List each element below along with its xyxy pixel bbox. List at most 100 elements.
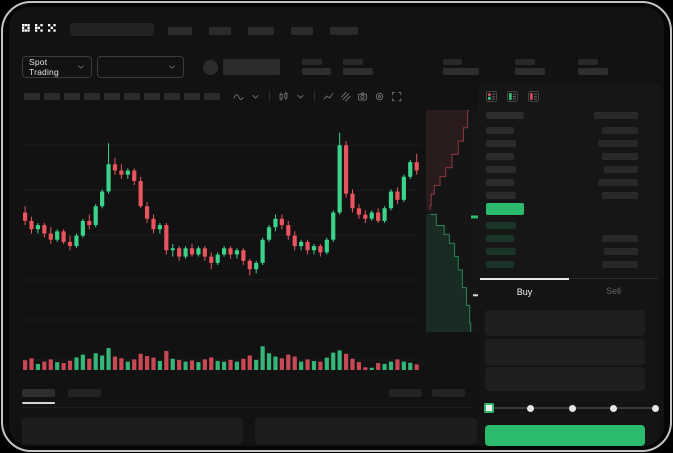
settings-icon[interactable] [374, 91, 385, 102]
interval-button-skeleton[interactable] [64, 92, 80, 100]
camera-icon[interactable] [357, 91, 368, 102]
amount-skeleton [604, 166, 638, 173]
nav-item-skeleton[interactable] [168, 27, 192, 35]
ask-row[interactable] [9, 127, 664, 135]
ask-row[interactable] [9, 140, 664, 148]
amount-skeleton [602, 153, 638, 160]
indicators-icon[interactable] [340, 91, 351, 102]
bid-row[interactable] [9, 235, 664, 243]
price-skeleton [486, 222, 516, 229]
slider-stop[interactable] [651, 404, 659, 412]
nav-item-skeleton[interactable] [248, 27, 274, 35]
wave-style-icon[interactable] [233, 91, 244, 102]
bid-row[interactable] [9, 261, 664, 269]
orderbook-combined-icon[interactable] [486, 91, 497, 103]
slider-stop[interactable] [527, 404, 534, 412]
ask-row[interactable] [9, 153, 664, 161]
interval-button-skeleton[interactable] [24, 92, 40, 100]
stat-label-skeleton [443, 59, 462, 65]
bid-row[interactable] [9, 222, 664, 230]
price-skeleton [486, 153, 514, 160]
instrument-selector[interactable] [97, 56, 184, 78]
market-type-label: Spot Trading [29, 57, 59, 77]
chevron-down-icon[interactable] [250, 91, 261, 102]
chart-toolbar [24, 90, 405, 102]
interval-button-skeleton[interactable] [104, 92, 120, 100]
bottom-tab-active[interactable] [22, 389, 55, 397]
price-skeleton [486, 248, 516, 255]
bottom-action-skeleton[interactable] [389, 389, 422, 397]
sell-tab-label: Sell [605, 286, 621, 296]
stat-value-skeleton [578, 68, 608, 75]
interval-button-skeleton[interactable] [144, 92, 160, 100]
price-skeleton [486, 166, 516, 173]
amount-skeleton [604, 248, 638, 255]
amount-skeleton [594, 112, 638, 119]
amount-input[interactable] [485, 339, 645, 365]
tab-sell[interactable]: Sell [569, 278, 658, 303]
chevron-down-icon[interactable] [295, 91, 306, 102]
price-skeleton [486, 140, 516, 147]
bottom-action-skeleton[interactable] [432, 389, 465, 397]
price-skeleton [486, 112, 524, 119]
interval-button-skeleton[interactable] [184, 92, 200, 100]
amount-slider[interactable] [484, 399, 659, 417]
interval-button-skeleton[interactable] [44, 92, 60, 100]
bottom-divider [22, 407, 470, 408]
price-skeleton [486, 235, 514, 242]
depth-chart-graphic [426, 109, 478, 332]
ask-row[interactable] [9, 166, 664, 174]
stat-value-skeleton [443, 68, 479, 75]
trade-tabs: Buy Sell [480, 278, 658, 303]
stat-label-skeleton [578, 59, 598, 65]
price-input[interactable] [485, 310, 645, 336]
okx-logo[interactable] [22, 22, 64, 38]
interval-button-skeleton[interactable] [204, 92, 220, 100]
bottom-tab-indicator [22, 402, 55, 404]
interval-button-skeleton[interactable] [84, 92, 100, 100]
ask-row[interactable] [9, 179, 664, 187]
bottom-content-box [22, 418, 243, 444]
bid-row[interactable] [9, 248, 664, 256]
interval-button-skeleton[interactable] [124, 92, 140, 100]
depth-chart[interactable] [426, 109, 478, 332]
price-skeleton [486, 179, 514, 186]
trendline-icon[interactable] [323, 91, 334, 102]
slider-stop[interactable] [610, 404, 617, 412]
nav-item-skeleton[interactable] [291, 27, 313, 35]
orderbook-bids-icon[interactable] [507, 91, 518, 103]
stat-label-skeleton [302, 59, 322, 65]
nav-item-skeleton[interactable] [330, 27, 358, 35]
search-input[interactable] [70, 23, 154, 36]
buy-tab-label: Buy [516, 286, 533, 297]
amount-skeleton [598, 140, 638, 147]
orderbook-asks-icon[interactable] [528, 91, 539, 103]
buy-submit-button[interactable] [485, 425, 645, 446]
price-skeleton [486, 127, 514, 134]
pair-name-skeleton[interactable] [223, 59, 280, 75]
amount-skeleton [602, 127, 638, 134]
total-input[interactable] [485, 367, 645, 391]
slider-stop[interactable] [568, 404, 576, 412]
market-type-selector[interactable]: Spot Trading [22, 56, 92, 78]
bottom-content-box [255, 418, 477, 444]
candle-style-icon[interactable] [278, 91, 289, 102]
stat-value-skeleton [515, 68, 545, 75]
top-nav [168, 27, 358, 36]
candlestick-chart [22, 132, 420, 370]
bottom-tab[interactable] [68, 389, 101, 397]
app-window: Spot Trading [9, 7, 664, 446]
interval-button-skeleton[interactable] [164, 92, 180, 100]
slider-handle[interactable] [484, 403, 494, 413]
nav-item-skeleton[interactable] [209, 27, 231, 35]
last-price-badge[interactable] [486, 203, 524, 215]
price-chart[interactable] [22, 110, 420, 372]
tab-buy[interactable]: Buy [480, 278, 569, 303]
order-book-view-toggles [486, 91, 539, 103]
amount-skeleton [602, 261, 638, 268]
amount-skeleton [602, 235, 638, 242]
fullscreen-icon[interactable] [391, 91, 402, 102]
ask-row[interactable] [9, 192, 664, 200]
order-book-header-row[interactable] [9, 112, 664, 120]
